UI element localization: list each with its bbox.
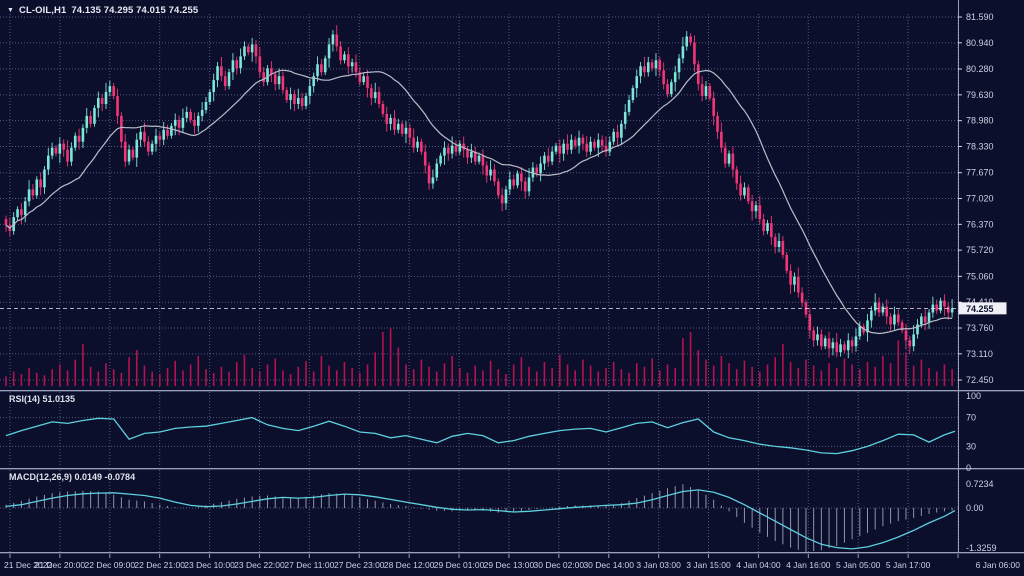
svg-text:75.720: 75.720 bbox=[966, 245, 994, 255]
svg-text:-1.3259: -1.3259 bbox=[966, 543, 997, 553]
svg-text:72.450: 72.450 bbox=[966, 375, 994, 385]
svg-text:0.7234: 0.7234 bbox=[966, 479, 994, 489]
ohlc-values: 74.135 74.295 74.015 74.255 bbox=[71, 5, 199, 16]
svg-text:21 Dec 2022: 21 Dec 2022 bbox=[4, 560, 52, 570]
svg-text:6 Jan 06:00: 6 Jan 06:00 bbox=[976, 560, 1021, 570]
svg-text:76.370: 76.370 bbox=[966, 219, 994, 229]
svg-text:80.940: 80.940 bbox=[966, 38, 994, 48]
svg-text:22 Dec 21:00: 22 Dec 21:00 bbox=[134, 560, 185, 570]
svg-text:27 Dec 11:00: 27 Dec 11:00 bbox=[284, 560, 334, 570]
volume-bars bbox=[5, 328, 953, 386]
svg-text:29 Dec 01:00: 29 Dec 01:00 bbox=[434, 560, 485, 570]
svg-text:81.590: 81.590 bbox=[966, 12, 994, 22]
svg-text:79.630: 79.630 bbox=[966, 90, 994, 100]
svg-text:30: 30 bbox=[966, 441, 976, 451]
collapse-triangle-icon[interactable]: ▼ bbox=[7, 7, 15, 14]
svg-text:23 Dec 10:00: 23 Dec 10:00 bbox=[184, 560, 235, 570]
chart-title: ▼ CL-OIL,H1 74.135 74.295 74.015 74.255 bbox=[7, 5, 198, 16]
svg-text:23 Dec 22:00: 23 Dec 22:00 bbox=[234, 560, 285, 570]
svg-text:78.980: 78.980 bbox=[966, 116, 994, 126]
svg-text:3 Jan 03:00: 3 Jan 03:00 bbox=[636, 560, 681, 570]
macd-axis[interactable]: 0.7234 0.00 -1.3259 bbox=[966, 479, 997, 553]
macd-indicator-label: MACD(12,26,9) 0.0149 -0.0784 bbox=[9, 472, 136, 482]
svg-text:100: 100 bbox=[966, 391, 981, 401]
svg-text:5 Jan 17:00: 5 Jan 17:00 bbox=[886, 560, 931, 570]
rsi-line bbox=[5, 416, 956, 455]
svg-text:27 Dec 23:00: 27 Dec 23:00 bbox=[334, 560, 385, 570]
svg-text:3 Jan 15:00: 3 Jan 15:00 bbox=[686, 560, 731, 570]
svg-text:29 Dec 13:00: 29 Dec 13:00 bbox=[484, 560, 535, 570]
svg-text:0.00: 0.00 bbox=[966, 503, 984, 513]
macd-histogram bbox=[5, 484, 953, 552]
svg-text:75.060: 75.060 bbox=[966, 271, 994, 281]
svg-text:28 Dec 12:00: 28 Dec 12:00 bbox=[384, 560, 435, 570]
svg-text:77.020: 77.020 bbox=[966, 194, 994, 204]
svg-text:74.410: 74.410 bbox=[966, 297, 994, 307]
symbol-timeframe-label: CL-OIL,H1 bbox=[19, 5, 67, 16]
svg-text:0: 0 bbox=[966, 463, 971, 473]
svg-text:78.330: 78.330 bbox=[966, 141, 994, 151]
svg-text:5 Jan 05:00: 5 Jan 05:00 bbox=[836, 560, 881, 570]
svg-text:74.255: 74.255 bbox=[966, 304, 994, 314]
current-price-tag: 74.255 bbox=[958, 302, 1007, 315]
grid-lines bbox=[0, 14, 959, 558]
svg-text:77.670: 77.670 bbox=[966, 168, 994, 178]
price-axis[interactable]: 81.590 80.940 80.280 79.630 78.980 78.330 77.6… bbox=[958, 12, 994, 385]
svg-text:73.760: 73.760 bbox=[966, 323, 994, 333]
svg-text:70: 70 bbox=[966, 413, 976, 423]
rsi-axis[interactable]: 100 70 30 0 bbox=[966, 391, 981, 473]
svg-text:4 Jan 04:00: 4 Jan 04:00 bbox=[736, 560, 781, 570]
svg-text:22 Dec 09:00: 22 Dec 09:00 bbox=[85, 560, 136, 570]
moving-average-line bbox=[5, 69, 953, 335]
rsi-indicator-label: RSI(14) 51.0135 bbox=[9, 394, 76, 404]
svg-text:4 Jan 16:00: 4 Jan 16:00 bbox=[786, 560, 831, 570]
svg-text:30 Dec 02:00: 30 Dec 02:00 bbox=[534, 560, 585, 570]
svg-text:21 Dec 20:00: 21 Dec 20:00 bbox=[35, 560, 86, 570]
macd-signal-line bbox=[5, 489, 956, 550]
svg-text:30 Dec 14:00: 30 Dec 14:00 bbox=[583, 560, 634, 570]
svg-text:80.280: 80.280 bbox=[966, 64, 994, 74]
svg-text:73.110: 73.110 bbox=[966, 349, 993, 359]
pane-separators[interactable] bbox=[0, 0, 1024, 554]
